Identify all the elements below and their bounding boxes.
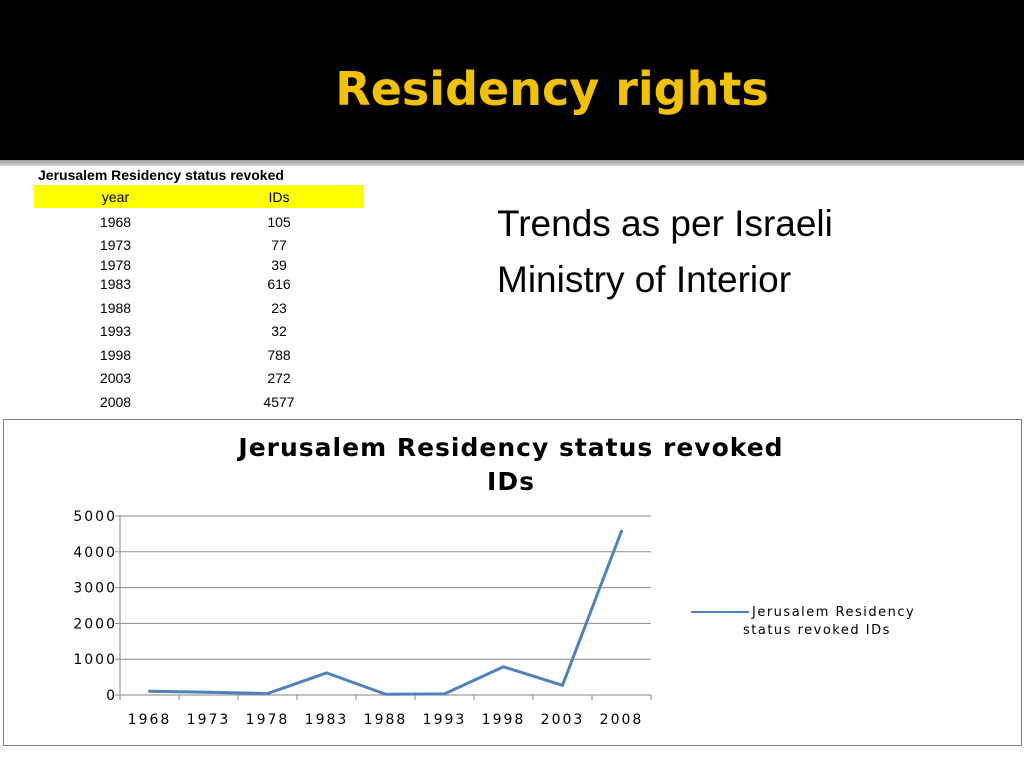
column-header-ids: IDs xyxy=(268,188,290,205)
table-header-row: year IDs xyxy=(34,185,364,208)
x-tick-label-1993: 1993 xyxy=(423,712,467,728)
series-line xyxy=(149,530,623,696)
cell-year: 1988 xyxy=(99,300,132,316)
table-row: 1978 39 xyxy=(34,255,364,275)
x-tick-label-1978: 1978 xyxy=(246,712,290,728)
x-tick-label-1968: 1968 xyxy=(128,712,172,728)
x-tick-label-2003: 2003 xyxy=(541,712,585,728)
cell-ids: 788 xyxy=(267,347,291,363)
data-point-1973 xyxy=(207,690,210,694)
cell-ids: 23 xyxy=(271,300,287,316)
data-point-1983 xyxy=(325,671,328,675)
cell-year: 1983 xyxy=(99,276,132,292)
cell-ids: 39 xyxy=(271,257,287,273)
cell-year: 1998 xyxy=(99,347,132,363)
chart-frame: Jerusalem Residency status revoked IDs 0 10… xyxy=(3,419,1022,746)
table-row: 1998 788 xyxy=(34,345,364,365)
x-tick-label-1988: 1988 xyxy=(364,712,408,728)
slide-title: Residency rights xyxy=(335,62,769,116)
data-table: Jerusalem Residency status revoked year … xyxy=(34,166,364,410)
table-row: 2008 4577 xyxy=(34,392,364,412)
column-header-year: year xyxy=(101,188,130,205)
cell-ids: 32 xyxy=(271,323,287,339)
table-row: 1968 105 xyxy=(34,212,364,232)
data-point-1993 xyxy=(443,692,446,696)
x-tick-label-1983: 1983 xyxy=(305,712,349,728)
table-title: Jerusalem Residency status revoked xyxy=(38,167,284,183)
table-row: 1988 23 xyxy=(34,298,364,318)
cell-year: 1978 xyxy=(99,257,132,273)
x-tick-label-1973: 1973 xyxy=(187,712,231,728)
trends-caption-line1: Trends as per Israeli xyxy=(497,203,833,244)
slide-header: Residency rights xyxy=(0,0,1024,160)
x-tick-label-2008: 2008 xyxy=(600,712,644,728)
y-tick-label: 4000 xyxy=(73,545,117,561)
cell-year: 1968 xyxy=(99,214,132,230)
table-row: 2003 272 xyxy=(34,368,364,388)
cell-ids: 105 xyxy=(267,214,291,230)
cell-year: 2008 xyxy=(99,394,132,410)
y-tick-label: 0 xyxy=(106,688,117,704)
data-point-1978 xyxy=(266,692,269,696)
trends-caption: Trends as per Israeli Ministry of Interi… xyxy=(497,196,957,308)
table-row: 1983 616 xyxy=(34,274,364,294)
data-point-2003 xyxy=(561,683,564,687)
y-tick-label: 1000 xyxy=(73,652,117,668)
y-tick-label: 3000 xyxy=(73,581,117,597)
x-tick-label-1998: 1998 xyxy=(482,712,526,728)
trends-caption-line2: Ministry of Interior xyxy=(497,259,792,300)
cell-year: 1973 xyxy=(99,237,132,253)
y-tick-label: 5000 xyxy=(73,509,117,525)
line-chart: Jerusalem Residency status revoked IDs 0 10… xyxy=(73,433,915,728)
data-point-1998 xyxy=(502,665,505,669)
table-row: 1973 77 xyxy=(34,235,364,255)
header-separator xyxy=(0,160,1024,166)
y-tick-label: 2000 xyxy=(73,616,117,632)
chart-title: Jerusalem Residency status revoked IDs xyxy=(236,433,783,496)
data-point-1988 xyxy=(384,692,387,696)
cell-ids: 4577 xyxy=(263,394,295,410)
legend-entry: Jerusalem Residency status revoked IDs xyxy=(743,605,915,638)
cell-ids: 616 xyxy=(267,276,291,292)
cell-ids: 272 xyxy=(267,370,291,386)
data-point-1968 xyxy=(148,689,151,693)
cell-year: 2003 xyxy=(99,370,132,386)
cell-year: 1993 xyxy=(99,323,132,339)
data-point-2008 xyxy=(620,529,623,533)
cell-ids: 77 xyxy=(271,237,287,253)
table-row: 1993 32 xyxy=(34,321,364,341)
